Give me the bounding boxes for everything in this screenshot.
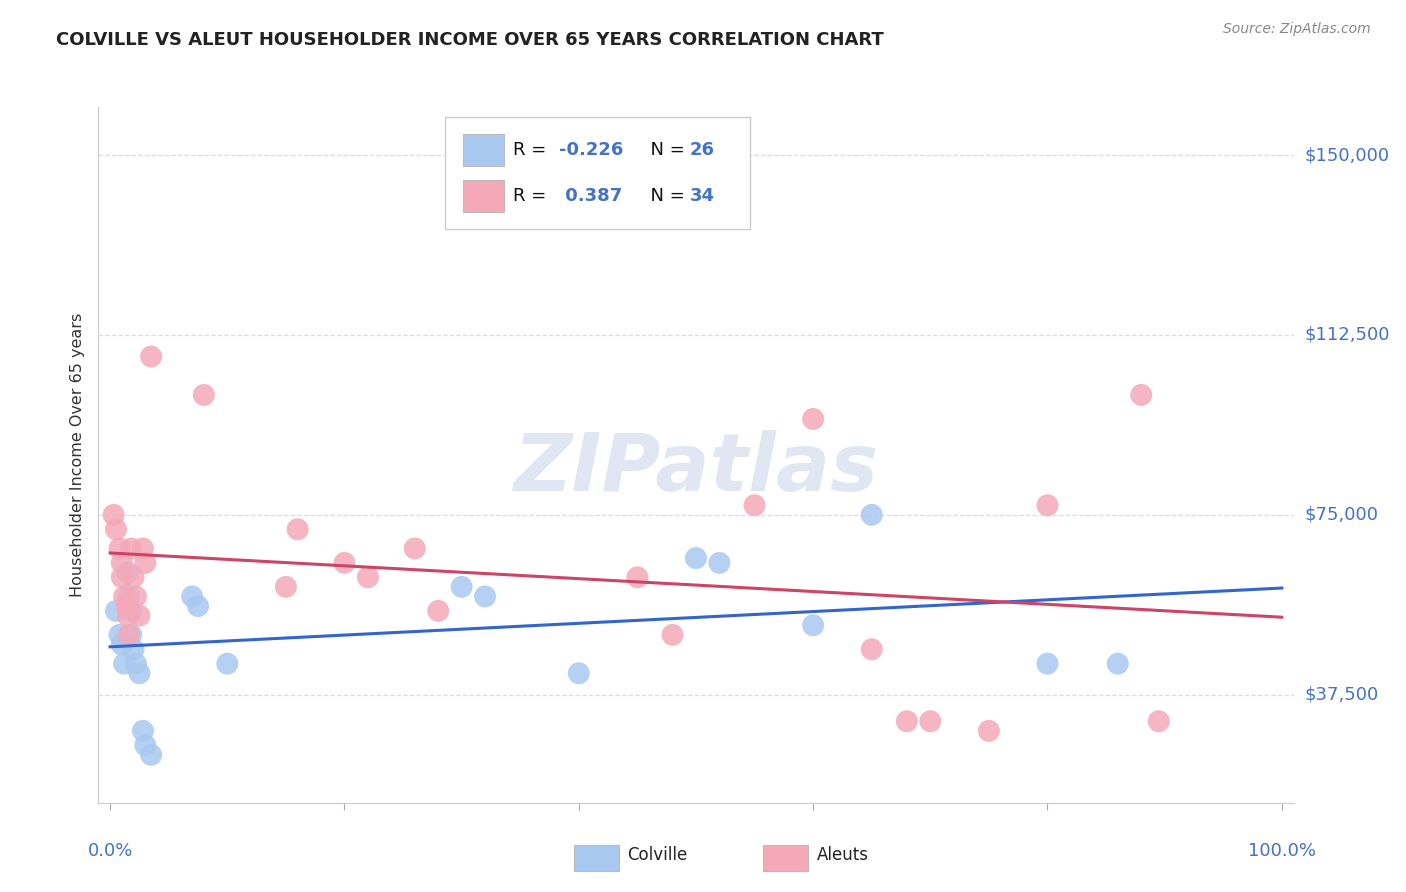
Point: [1036, 657, 1059, 671]
Point: [125, 590, 148, 604]
Point: [860, 508, 883, 522]
Point: [568, 666, 591, 681]
Point: [122, 642, 145, 657]
Point: [134, 738, 156, 752]
Point: [287, 522, 309, 536]
Point: [744, 498, 766, 512]
Text: Colville: Colville: [627, 846, 688, 864]
FancyBboxPatch shape: [463, 134, 503, 166]
Y-axis label: Householder Income Over 65 years: Householder Income Over 65 years: [70, 313, 86, 597]
Point: [128, 608, 150, 623]
Text: $112,500: $112,500: [1305, 326, 1391, 344]
Point: [134, 556, 156, 570]
Point: [217, 657, 239, 671]
Point: [860, 642, 883, 657]
Text: $150,000: $150,000: [1305, 146, 1389, 164]
Point: [404, 541, 426, 556]
Point: [118, 590, 141, 604]
Point: [187, 599, 209, 613]
Point: [122, 570, 145, 584]
Point: [132, 541, 155, 556]
Point: [120, 541, 142, 556]
Text: $75,000: $75,000: [1305, 506, 1379, 524]
Point: [108, 628, 131, 642]
Point: [333, 556, 356, 570]
Point: [112, 657, 135, 671]
Point: [709, 556, 731, 570]
Point: [181, 590, 204, 604]
Point: [801, 618, 824, 632]
Point: [111, 637, 134, 651]
Point: [112, 590, 135, 604]
Point: [896, 714, 918, 729]
Point: [115, 599, 138, 613]
Point: [685, 551, 707, 566]
Point: [474, 590, 496, 604]
FancyBboxPatch shape: [463, 180, 503, 212]
Text: Source: ZipAtlas.com: Source: ZipAtlas.com: [1223, 22, 1371, 37]
Point: [1130, 388, 1153, 402]
Point: [450, 580, 472, 594]
Text: -0.226: -0.226: [558, 141, 623, 159]
Point: [108, 541, 131, 556]
Point: [111, 570, 134, 584]
FancyBboxPatch shape: [444, 118, 749, 229]
Text: 100.0%: 100.0%: [1247, 842, 1316, 860]
Point: [125, 657, 148, 671]
Text: R =: R =: [513, 141, 553, 159]
Point: [427, 604, 450, 618]
Point: [274, 580, 297, 594]
Point: [128, 666, 150, 681]
Point: [111, 556, 134, 570]
Point: [118, 628, 141, 642]
Text: $37,500: $37,500: [1305, 686, 1379, 704]
Text: 0.387: 0.387: [558, 187, 621, 205]
Point: [661, 628, 683, 642]
Text: 0.0%: 0.0%: [87, 842, 132, 860]
Point: [120, 604, 142, 618]
Point: [105, 522, 128, 536]
Point: [357, 570, 380, 584]
Point: [920, 714, 942, 729]
Text: COLVILLE VS ALEUT HOUSEHOLDER INCOME OVER 65 YEARS CORRELATION CHART: COLVILLE VS ALEUT HOUSEHOLDER INCOME OVE…: [56, 31, 884, 49]
Point: [141, 350, 163, 364]
Text: N =: N =: [638, 187, 690, 205]
Text: N =: N =: [638, 141, 690, 159]
Point: [1147, 714, 1170, 729]
Point: [105, 604, 128, 618]
Text: 34: 34: [690, 187, 716, 205]
Text: Aleuts: Aleuts: [817, 846, 869, 864]
Point: [1107, 657, 1129, 671]
Point: [626, 570, 648, 584]
Point: [141, 747, 163, 762]
Point: [977, 723, 1000, 738]
Text: ZIPatlas: ZIPatlas: [513, 430, 879, 508]
Point: [801, 412, 824, 426]
Point: [103, 508, 125, 522]
Point: [117, 566, 139, 580]
Point: [1036, 498, 1059, 512]
Point: [120, 628, 142, 642]
Point: [117, 608, 139, 623]
Point: [193, 388, 215, 402]
Text: 26: 26: [690, 141, 716, 159]
Text: R =: R =: [513, 187, 553, 205]
Point: [132, 723, 155, 738]
